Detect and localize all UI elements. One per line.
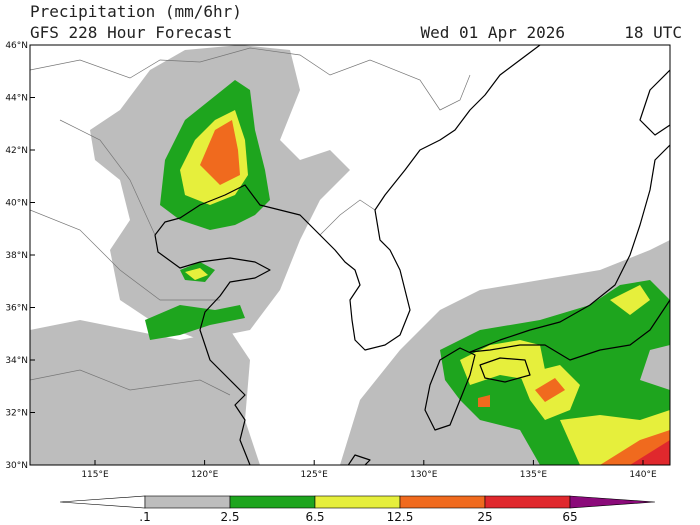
colorbar-label: 6.5 [305,510,324,524]
colorbar-label: 12.5 [387,510,414,524]
lat-label: 46°N [5,41,28,51]
colorbar-segment [314,495,401,509]
coastlines [154,45,670,465]
precip-extreme [630,440,670,465]
lat-label: 44°N [5,94,28,104]
lat-label: 40°N [5,199,28,209]
lat-label: 32°N [5,409,28,419]
lat-label: 34°N [5,356,28,366]
colorbar-segment [484,495,571,509]
lat-label: 30°N [5,461,28,471]
subtitle: GFS 228 Hour Forecast [30,23,232,42]
title: Precipitation (mm/6hr) [30,2,242,21]
date: Wed 01 Apr 2026 [421,23,566,42]
lat-label: 38°N [5,251,28,261]
lon-label: 120°E [191,470,219,480]
lon-label: 125°E [301,470,329,480]
colorbar-label: 25 [477,510,492,524]
colorbar-segment [229,495,316,509]
colorbar-label: 2.5 [220,510,239,524]
colorbar-segment [399,495,486,509]
lat-label: 42°N [5,146,28,156]
colorbar-segment [59,495,146,509]
colorbar-label: .1 [139,510,150,524]
map-field [30,45,670,465]
colorbar-segment [569,495,656,509]
lon-label: 140°E [629,470,657,480]
colorbar-segment [144,495,231,509]
time: 18 UTC [624,23,682,42]
borders [30,47,471,396]
lon-label: 130°E [410,470,438,480]
colorbar-label: 65 [562,510,577,524]
colorbar [59,495,656,509]
lat-label: 36°N [5,304,28,314]
lon-label: 135°E [520,470,548,480]
lon-label: 115°E [81,470,109,480]
